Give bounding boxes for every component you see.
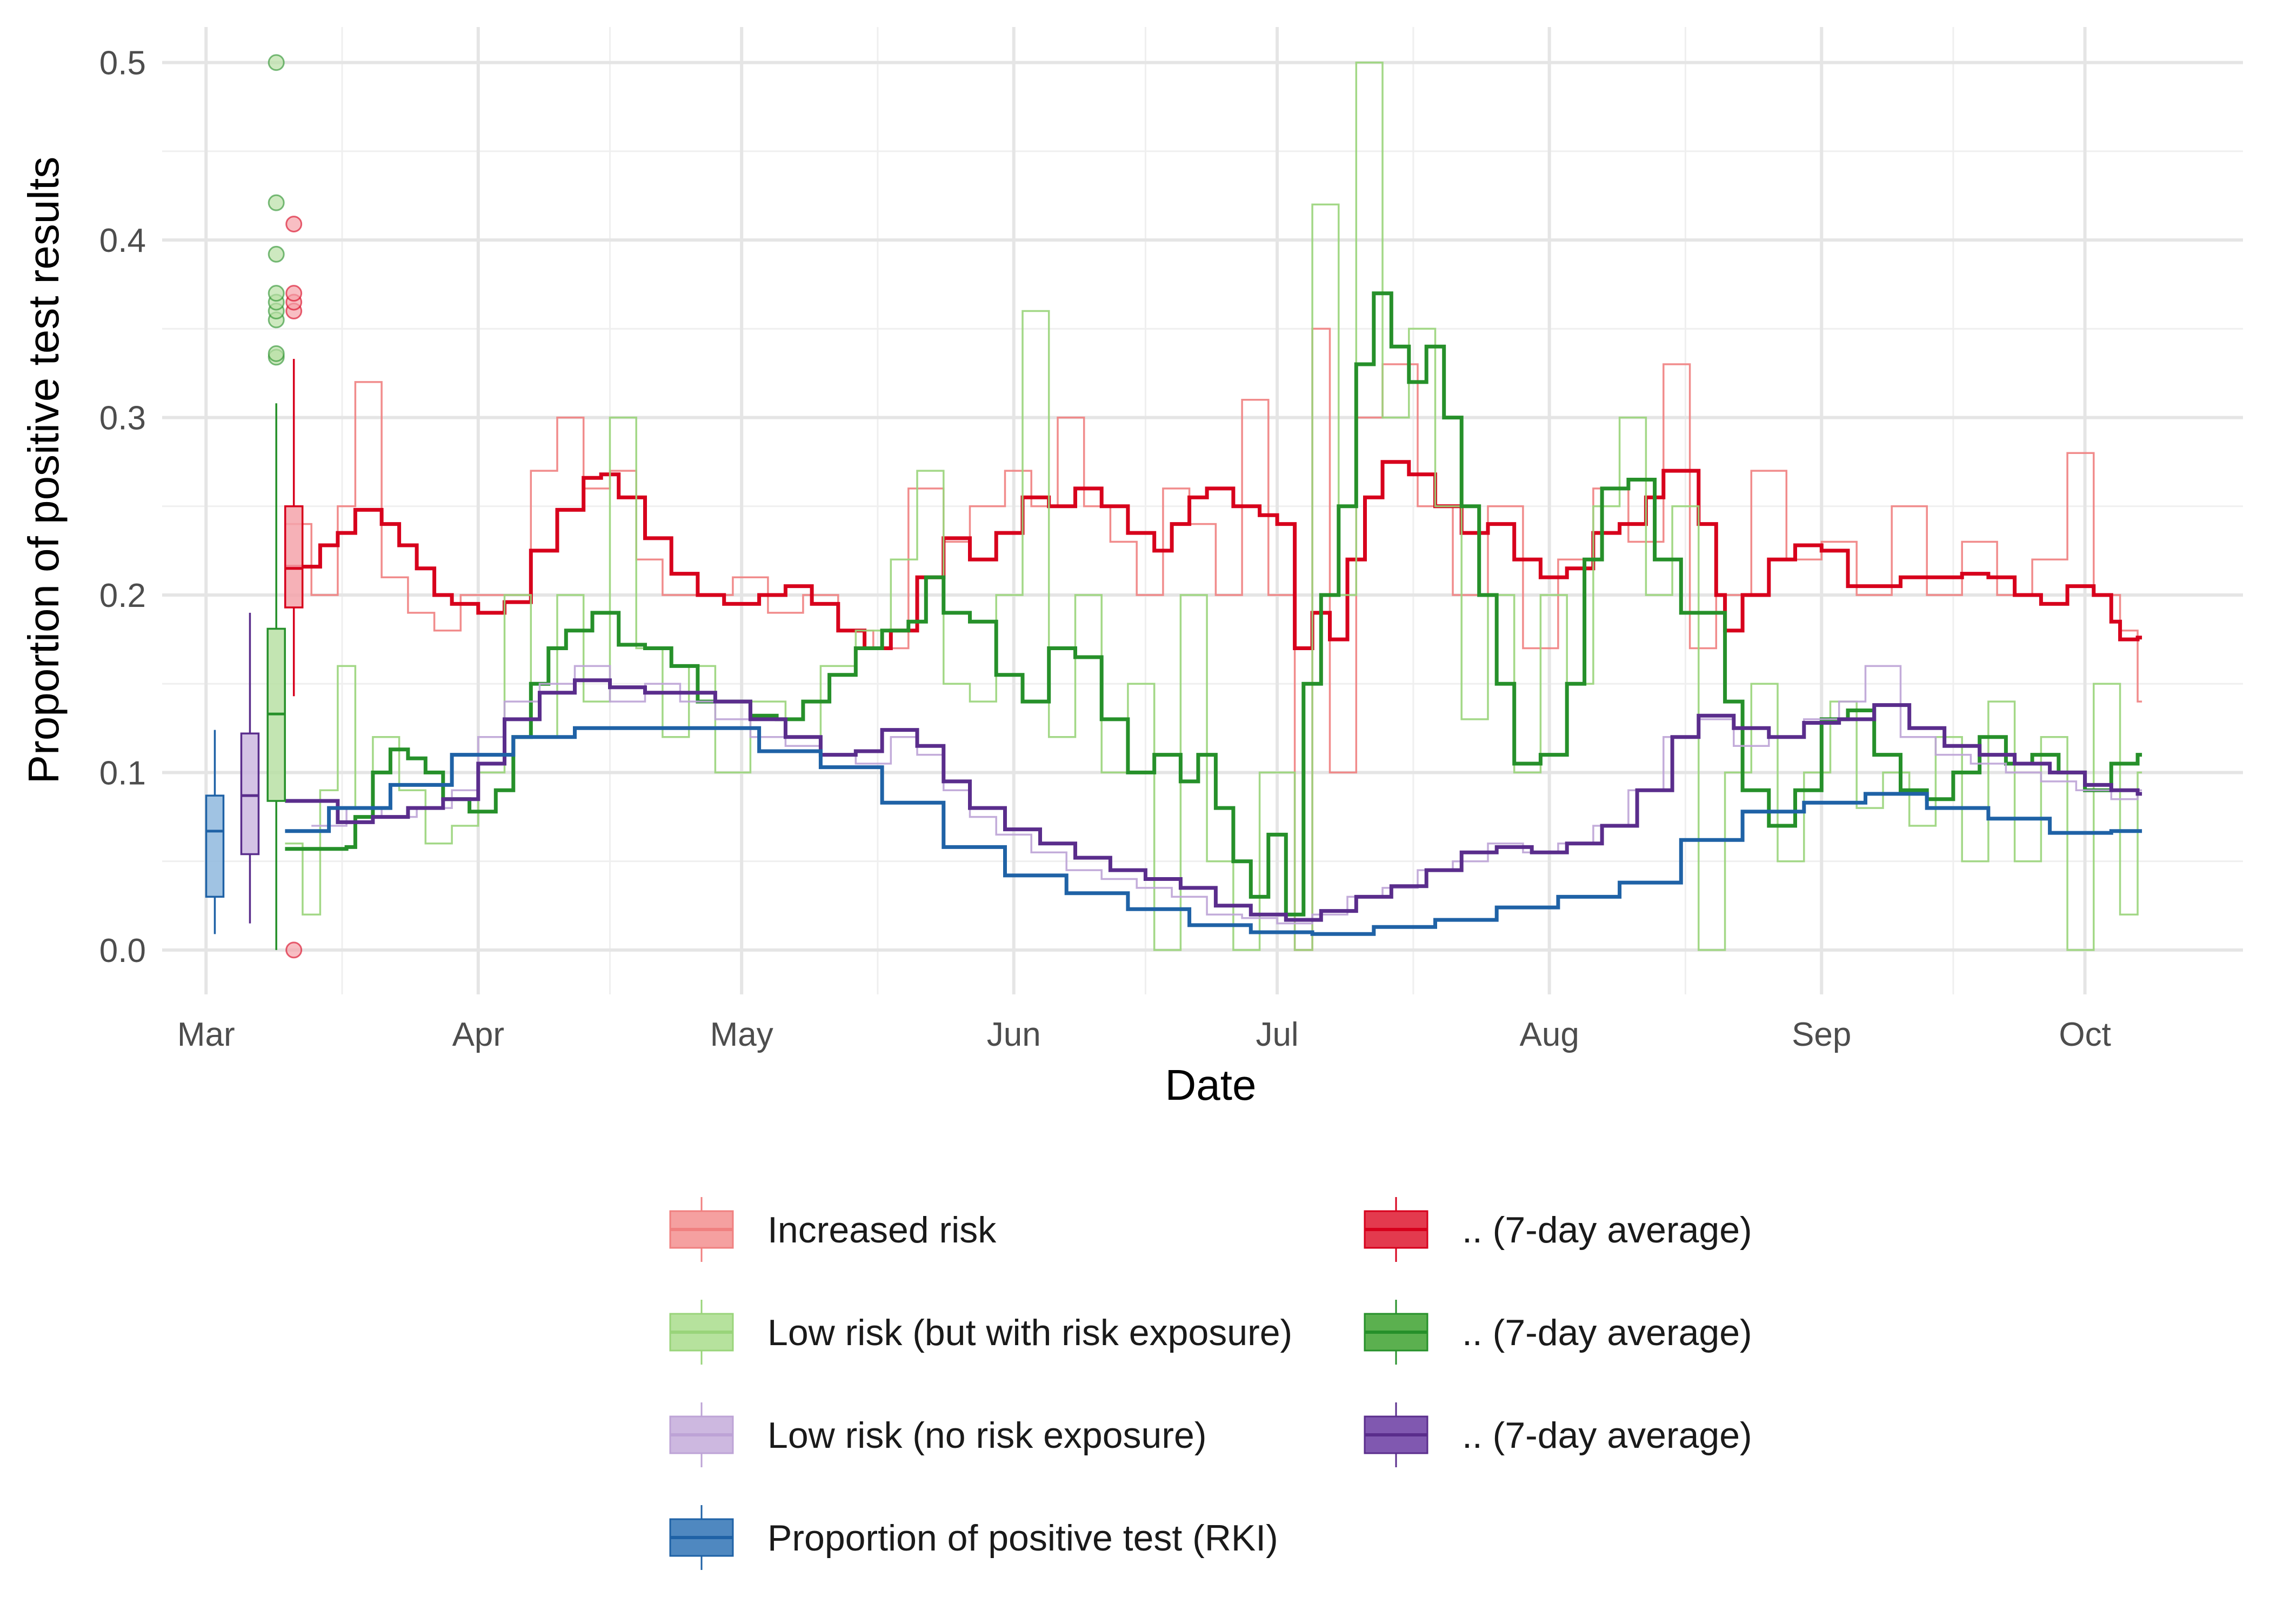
boxplot-outlier	[268, 245, 285, 263]
y-axis-title: Proportion of positive test results	[19, 157, 68, 784]
x-tick-label: May	[710, 1016, 773, 1053]
series-line-lownoexp_daily	[311, 665, 2142, 925]
boxplot-box	[284, 505, 304, 609]
legend-item-increased_avg: .. (7-day average)	[1364, 1197, 1752, 1262]
legend-item-lownoexp_daily: Low risk (no risk exposure)	[669, 1402, 1206, 1467]
boxplot-outlier	[268, 194, 285, 211]
x-tick-label: Apr	[452, 1016, 504, 1053]
y-tick-label: 0.3	[99, 400, 146, 437]
legend-label: .. (7-day average)	[1462, 1312, 1752, 1353]
legend-label: Increased risk	[767, 1209, 997, 1251]
x-tick-label: Mar	[177, 1016, 235, 1053]
boxplot-box	[240, 732, 260, 856]
legend: Increased risk Low risk (but with risk ex…	[669, 1197, 1752, 1570]
x-tick-label: Jul	[1256, 1016, 1298, 1053]
boxplot-lownoexp	[240, 612, 260, 924]
boxplots	[205, 54, 304, 959]
legend-label: .. (7-day average)	[1462, 1415, 1752, 1456]
legend-item-rki: Proportion of positive test (RKI)	[669, 1505, 1278, 1570]
boxplot-outlier	[268, 285, 285, 302]
boxplot-outlier	[285, 941, 303, 959]
y-tick-label: 0.1	[99, 754, 146, 792]
boxplot-lowexp	[266, 54, 286, 950]
legend-label: Low risk (no risk exposure)	[767, 1415, 1206, 1456]
boxplot-box	[205, 794, 225, 898]
series-line-increased_daily	[285, 328, 2142, 951]
boxplot-increased	[284, 216, 304, 959]
y-tick-label: 0.4	[99, 222, 146, 259]
boxplot-outlier	[285, 285, 303, 302]
x-axis-title: Date	[1165, 1061, 1257, 1109]
legend-item-lowexp_avg: .. (7-day average)	[1364, 1300, 1752, 1365]
series-line-lowexp_avg	[285, 291, 2142, 917]
legend-label: Low risk (but with risk exposure)	[767, 1312, 1292, 1353]
boxplot-rki	[205, 730, 225, 934]
boxplot-outlier	[268, 54, 285, 71]
x-tick-label: Aug	[1520, 1016, 1579, 1053]
x-tick-label: Sep	[1792, 1016, 1851, 1053]
x-tick-label: Oct	[2059, 1016, 2111, 1053]
legend-item-lowexp_daily: Low risk (but with risk exposure)	[669, 1300, 1292, 1365]
legend-label: Proportion of positive test (RKI)	[767, 1518, 1278, 1559]
legend-item-lownoexp_avg: .. (7-day average)	[1364, 1402, 1752, 1467]
y-tick-label: 0.2	[99, 577, 146, 614]
axes: Date Proportion of positive test results…	[19, 45, 2111, 1109]
grid	[162, 27, 2243, 994]
y-tick-label: 0.5	[99, 45, 146, 82]
series-line-lownoexp_avg	[285, 678, 2142, 922]
series-line-increased_avg	[285, 460, 2142, 650]
boxplot-outlier	[268, 345, 285, 362]
legend-item-increased_daily: Increased risk	[669, 1197, 997, 1262]
series-layer	[285, 61, 2142, 951]
x-tick-label: Jun	[987, 1016, 1041, 1053]
legend-label: .. (7-day average)	[1462, 1209, 1752, 1251]
y-tick-label: 0.0	[99, 932, 146, 970]
series-line-rki	[285, 726, 2142, 936]
boxplot-outlier	[285, 216, 303, 233]
